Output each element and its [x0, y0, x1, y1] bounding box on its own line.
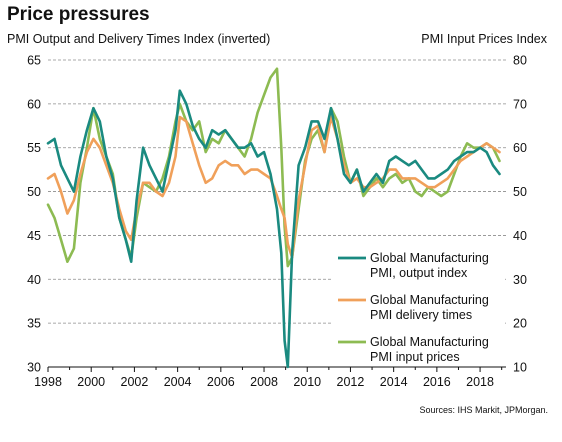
y-left-tick-label: 35	[27, 317, 41, 331]
axes: 30 10 35 20 40 30 45 40 50 50 55 60 60 70 65 80 1998 2000…	[27, 54, 527, 390]
y-right-tick-label: 10	[513, 361, 527, 375]
y-right-tick-label: 70	[513, 97, 527, 111]
chart-title: Price pressures	[7, 4, 150, 25]
y-left-tick-label: 60	[27, 97, 41, 111]
legend-label-3-line1: Global Manufacturing	[370, 335, 489, 349]
x-tick-label: 1998	[34, 375, 62, 389]
y-left-tick-label: 55	[27, 141, 41, 155]
series-line-2	[46, 115, 501, 259]
right-axis-title: PMI Input Prices Index	[421, 32, 547, 46]
y-right-tick-label: 30	[513, 273, 527, 287]
x-tick-label: 2018	[466, 375, 494, 389]
legend-label-1-line1: Global Manufacturing	[370, 251, 489, 265]
legend-label-3-line2: PMI input prices	[370, 350, 460, 364]
y-right-tick-label: 80	[513, 54, 527, 68]
x-tick-label: 2006	[207, 375, 235, 389]
x-tick-label: 2016	[423, 375, 451, 389]
source-note: Sources: IHS Markit, JPMorgan.	[419, 405, 548, 415]
legend-label-2-line2: PMI delivery times	[370, 308, 472, 322]
x-tick-label: 2008	[250, 375, 278, 389]
series-line-1	[46, 89, 501, 369]
x-tick-label: 2000	[77, 375, 105, 389]
y-right-tick-label: 20	[513, 317, 527, 331]
y-left-tick-label: 30	[27, 361, 41, 375]
x-tick-label: 2004	[164, 375, 192, 389]
legend-label-2-line1: Global Manufacturing	[370, 293, 489, 307]
x-tick-label: 2010	[293, 375, 321, 389]
series-line-3	[46, 67, 501, 268]
x-tick-label: 2014	[380, 375, 408, 389]
legend-label-1-line2: PMI, output index	[370, 266, 468, 280]
y-left-tick-label: 50	[27, 185, 41, 199]
x-tick-label: 2002	[121, 375, 149, 389]
series-lines	[46, 67, 501, 369]
y-left-tick-label: 45	[27, 229, 41, 243]
y-right-tick-label: 60	[513, 141, 527, 155]
y-right-tick-label: 50	[513, 185, 527, 199]
y-left-tick-label: 40	[27, 273, 41, 287]
x-tick-label: 2012	[337, 375, 365, 389]
y-right-tick-label: 40	[513, 229, 527, 243]
left-axis-title: PMI Output and Delivery Times Index (inv…	[7, 32, 271, 46]
y-left-tick-label: 65	[27, 54, 41, 68]
